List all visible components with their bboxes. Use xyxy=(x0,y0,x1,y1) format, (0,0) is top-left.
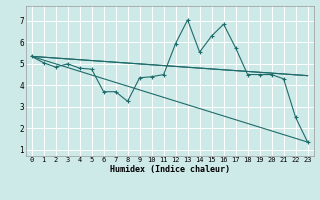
X-axis label: Humidex (Indice chaleur): Humidex (Indice chaleur) xyxy=(109,165,230,174)
